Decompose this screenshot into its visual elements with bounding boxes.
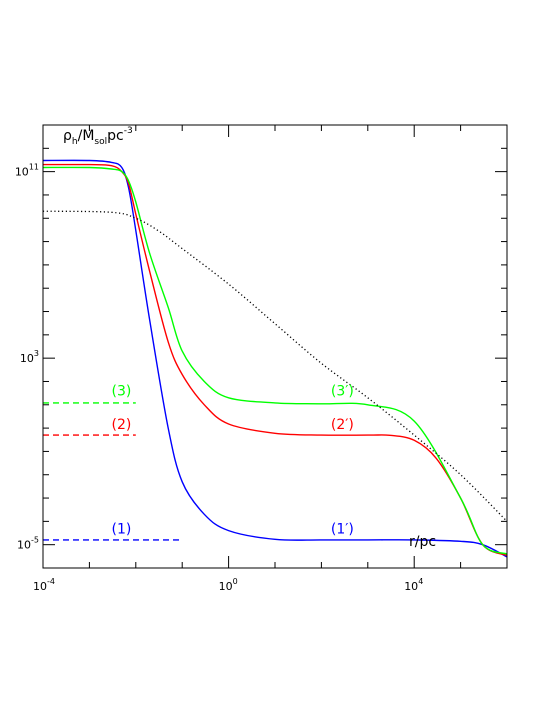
y-label-mid: /M <box>78 128 95 144</box>
y-tick-label: 10-5 <box>17 536 39 552</box>
y-label-unit: pc <box>107 128 124 144</box>
series-dotted-line <box>43 211 507 521</box>
series-1-line <box>43 160 507 557</box>
x-tick-label: 100 <box>219 577 238 593</box>
curve-label: (3′) <box>331 384 354 400</box>
plot-frame <box>43 125 507 568</box>
series-3-line <box>43 167 507 554</box>
y-tick-label: 103 <box>20 349 39 365</box>
x-tick-label: 10-4 <box>33 577 55 593</box>
y-axis-label: ρh/Msolpc-3 <box>63 126 133 147</box>
curve-label: (2) <box>112 417 132 433</box>
curve-label: (3) <box>112 384 132 400</box>
curve-label: (1′) <box>331 522 354 538</box>
series-2-line <box>43 165 507 556</box>
y-label-sub2: sol <box>94 137 107 147</box>
annotations: (1) (2) (3) (1′) (2′) (3′) <box>112 384 354 538</box>
y-tick-label: 1011 <box>15 163 39 179</box>
y-label-rho: ρ <box>63 128 72 144</box>
ticks <box>43 125 507 568</box>
y-label-sup: -3 <box>124 126 133 136</box>
x-axis-label: r/pc <box>409 534 436 550</box>
curve-label: (1) <box>112 522 132 538</box>
curve-label: (2′) <box>331 417 354 433</box>
x-tick-label: 104 <box>404 577 423 593</box>
tick-labels: 10-4 100 104 10-5 103 1011 <box>15 163 423 593</box>
curves <box>43 160 507 557</box>
